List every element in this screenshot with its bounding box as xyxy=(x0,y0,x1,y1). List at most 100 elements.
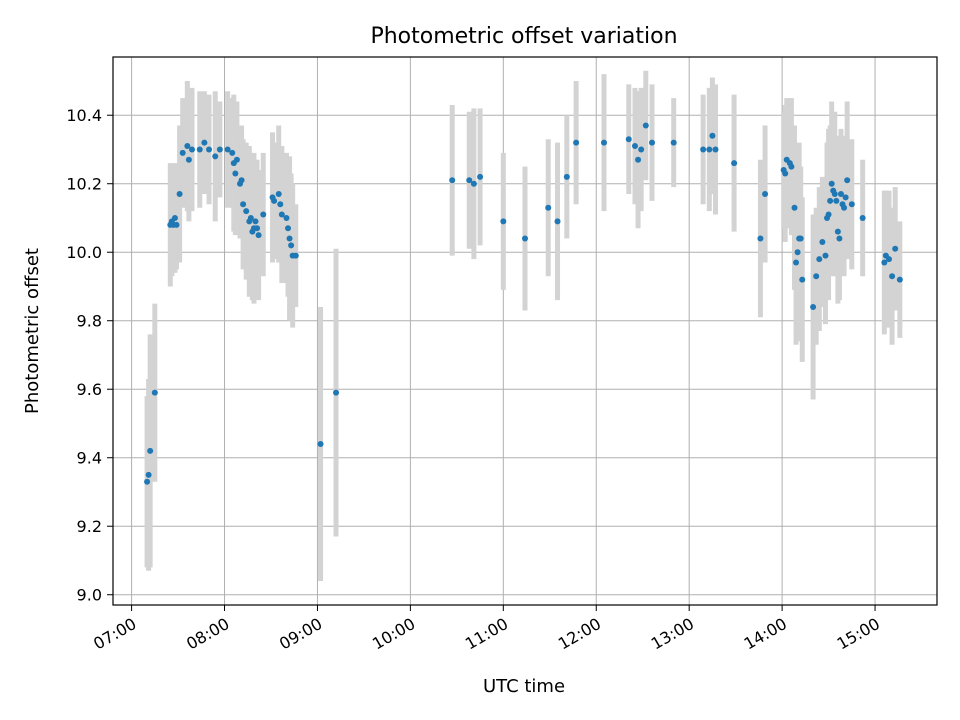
data-point xyxy=(788,163,795,170)
data-point xyxy=(709,132,716,139)
data-point xyxy=(255,232,262,239)
x-axis-label: UTC time xyxy=(483,676,565,697)
data-point xyxy=(797,235,804,242)
data-point xyxy=(545,204,552,211)
data-point xyxy=(706,146,713,153)
data-point xyxy=(466,177,473,184)
data-point xyxy=(793,259,800,266)
data-point xyxy=(712,146,719,153)
data-point xyxy=(819,238,826,245)
data-point xyxy=(283,214,290,221)
y-tick-label: 10.2 xyxy=(66,175,102,194)
data-point xyxy=(275,191,282,197)
data-point xyxy=(859,214,866,221)
data-point xyxy=(600,139,607,146)
data-point xyxy=(896,276,903,283)
data-point xyxy=(247,214,254,221)
data-point xyxy=(238,177,245,184)
data-point xyxy=(176,191,183,197)
data-point xyxy=(206,146,213,153)
data-point xyxy=(799,276,806,283)
data-point xyxy=(449,177,456,184)
data-point xyxy=(278,211,285,218)
y-tick-label: 9.6 xyxy=(77,380,102,399)
data-point xyxy=(842,194,849,201)
data-point xyxy=(573,139,580,146)
data-point xyxy=(179,149,186,156)
data-point xyxy=(762,191,769,197)
data-point xyxy=(813,273,820,280)
data-point xyxy=(277,201,284,208)
data-point xyxy=(794,249,801,256)
data-point xyxy=(500,218,507,225)
data-point xyxy=(831,191,838,197)
data-point xyxy=(243,208,250,215)
data-point xyxy=(144,478,151,485)
chart-title: Photometric offset variation xyxy=(370,24,677,49)
data-point xyxy=(224,146,231,153)
plot-area-frame xyxy=(112,56,938,606)
data-point xyxy=(670,139,677,146)
data-point xyxy=(147,447,154,454)
point-layer xyxy=(144,122,903,485)
data-point xyxy=(188,146,195,153)
data-point xyxy=(881,259,888,266)
data-point xyxy=(292,252,299,259)
data-point xyxy=(145,471,152,478)
y-tick-label: 10.4 xyxy=(66,106,102,125)
data-point xyxy=(836,235,843,242)
data-point xyxy=(196,146,203,153)
data-point xyxy=(810,304,817,311)
data-point xyxy=(171,214,178,221)
data-point xyxy=(757,235,764,242)
data-point xyxy=(889,273,896,280)
y-tick-label: 9.0 xyxy=(77,586,102,605)
data-point xyxy=(522,235,528,242)
data-point xyxy=(892,245,899,252)
data-point xyxy=(885,256,892,263)
y-tick-label: 10.0 xyxy=(66,243,102,262)
data-point xyxy=(848,201,855,208)
data-point xyxy=(232,170,239,177)
data-point xyxy=(470,180,477,187)
data-point xyxy=(782,170,789,177)
data-point xyxy=(240,201,247,208)
data-point xyxy=(700,146,707,153)
data-point xyxy=(822,252,829,259)
data-point xyxy=(185,156,192,163)
data-point xyxy=(625,136,632,143)
data-point xyxy=(833,197,840,204)
data-point xyxy=(233,156,240,163)
y-axis: 9.0 9.2 9.4 9.6 9.8 10.0 10.2 10.4 xyxy=(66,106,113,605)
data-point xyxy=(834,228,841,235)
data-point xyxy=(173,221,180,228)
data-point xyxy=(286,235,293,242)
data-point xyxy=(317,441,324,448)
data-point xyxy=(638,146,645,153)
y-axis-label: Photometric offset xyxy=(22,248,43,414)
data-point xyxy=(184,143,191,150)
data-point xyxy=(731,160,738,167)
data-point xyxy=(642,122,649,129)
data-point xyxy=(828,180,835,187)
y-tick-label: 9.2 xyxy=(77,517,102,536)
data-point xyxy=(554,218,561,225)
data-point xyxy=(271,197,278,204)
data-point xyxy=(791,204,798,211)
data-point xyxy=(254,225,261,232)
data-point xyxy=(252,218,259,225)
data-point xyxy=(333,389,340,396)
data-point xyxy=(563,173,570,180)
data-point xyxy=(837,191,844,197)
data-point xyxy=(477,173,484,180)
data-point xyxy=(631,143,638,150)
y-tick-label: 9.8 xyxy=(77,312,102,331)
data-point xyxy=(844,177,851,184)
data-point xyxy=(649,139,656,146)
data-point xyxy=(212,153,219,160)
data-point xyxy=(288,242,295,249)
data-point xyxy=(825,211,832,218)
data-point xyxy=(635,156,642,163)
